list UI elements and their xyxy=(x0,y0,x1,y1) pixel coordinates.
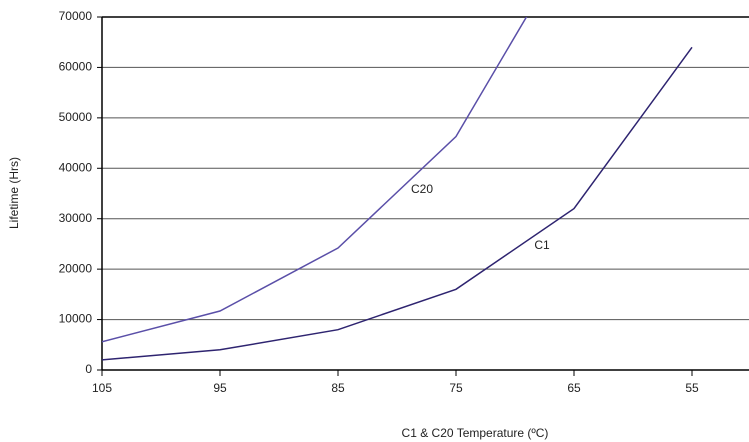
series-label: C20 xyxy=(411,182,433,196)
x-tick-label: 95 xyxy=(213,381,227,395)
y-tick-label: 70000 xyxy=(59,9,93,23)
y-axis-title: Lifetime (Hrs) xyxy=(7,157,21,229)
x-axis-title: C1 & C20 Temperature (ºC) xyxy=(402,426,549,440)
series-label: C1 xyxy=(534,238,550,252)
y-tick-label: 50000 xyxy=(59,110,93,124)
x-tick-label: 75 xyxy=(449,381,463,395)
y-tick-label: 20000 xyxy=(59,261,93,275)
y-tick-label: 0 xyxy=(85,362,92,376)
x-tick-label: 85 xyxy=(331,381,345,395)
x-tick-label: 55 xyxy=(685,381,699,395)
x-tick-label: 105 xyxy=(92,381,112,395)
series-line xyxy=(102,17,528,343)
series-line xyxy=(102,46,693,361)
y-tick-label: 40000 xyxy=(59,160,93,174)
y-tick-label: 30000 xyxy=(59,211,93,225)
x-tick-label: 65 xyxy=(567,381,581,395)
y-tick-label: 10000 xyxy=(59,312,93,326)
y-tick-label: 60000 xyxy=(59,60,93,74)
